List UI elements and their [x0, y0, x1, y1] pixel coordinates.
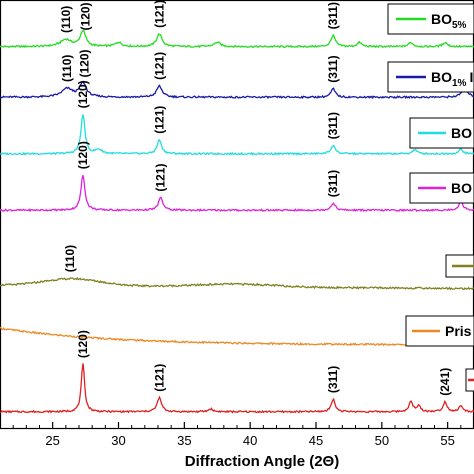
series-line-6: [0, 326, 474, 347]
legend-entry: BO5%: [431, 11, 467, 31]
peak-label: (120): [77, 49, 91, 77]
x-tick-label: 35: [177, 433, 191, 448]
peak-label: (311): [326, 170, 340, 197]
peak-label: (241): [438, 368, 452, 396]
series-line-3: [0, 114, 474, 156]
series-line-4: [0, 175, 474, 213]
peak-label: (121): [152, 52, 166, 80]
legend-entry: BO1% I: [431, 69, 473, 89]
peak-label: (110): [60, 55, 74, 82]
x-axis-title: Diffraction Angle (2Θ): [185, 453, 339, 470]
peak-label: (121): [154, 164, 168, 192]
x-tick-label: 30: [111, 433, 125, 448]
series-line-2: [0, 80, 474, 100]
legend: BO5% BO1% I BO BO Pris: [387, 3, 474, 392]
peak-label: (311): [326, 55, 340, 82]
peak-label: (121): [152, 0, 166, 28]
peak-label: (110): [63, 245, 77, 272]
x-tick-label: 40: [243, 433, 257, 448]
peak-label: (120): [79, 2, 93, 30]
x-tick-label: 45: [309, 433, 323, 448]
peak-label: (120): [76, 80, 90, 108]
peak-label: (120): [76, 141, 90, 169]
series-line-5: [0, 276, 474, 291]
legend-entry: BO: [451, 125, 472, 141]
x-axis: 25 30 35 40 45 50 55: [0, 422, 474, 448]
peak-label: (110): [59, 6, 73, 33]
series-line-1: [0, 29, 474, 49]
peak-label: (311): [326, 2, 340, 29]
legend-entry: Pris: [445, 323, 472, 339]
peak-label: (311): [326, 366, 340, 393]
peak-label: (120): [76, 330, 90, 358]
x-tick-label: 25: [45, 433, 59, 448]
peak-label: (121): [152, 364, 166, 392]
peak-label: (121): [152, 106, 166, 134]
peak-label: (311): [326, 112, 340, 139]
x-tick-label: 55: [440, 433, 454, 448]
peak-labels: (110) (120) (121) (311)(110) (120) (121) (311)…: [59, 0, 452, 396]
series-traces: [0, 29, 474, 414]
series-line-7: [0, 363, 474, 414]
x-tick-label: 50: [375, 433, 389, 448]
legend-entry: BO: [451, 180, 472, 196]
